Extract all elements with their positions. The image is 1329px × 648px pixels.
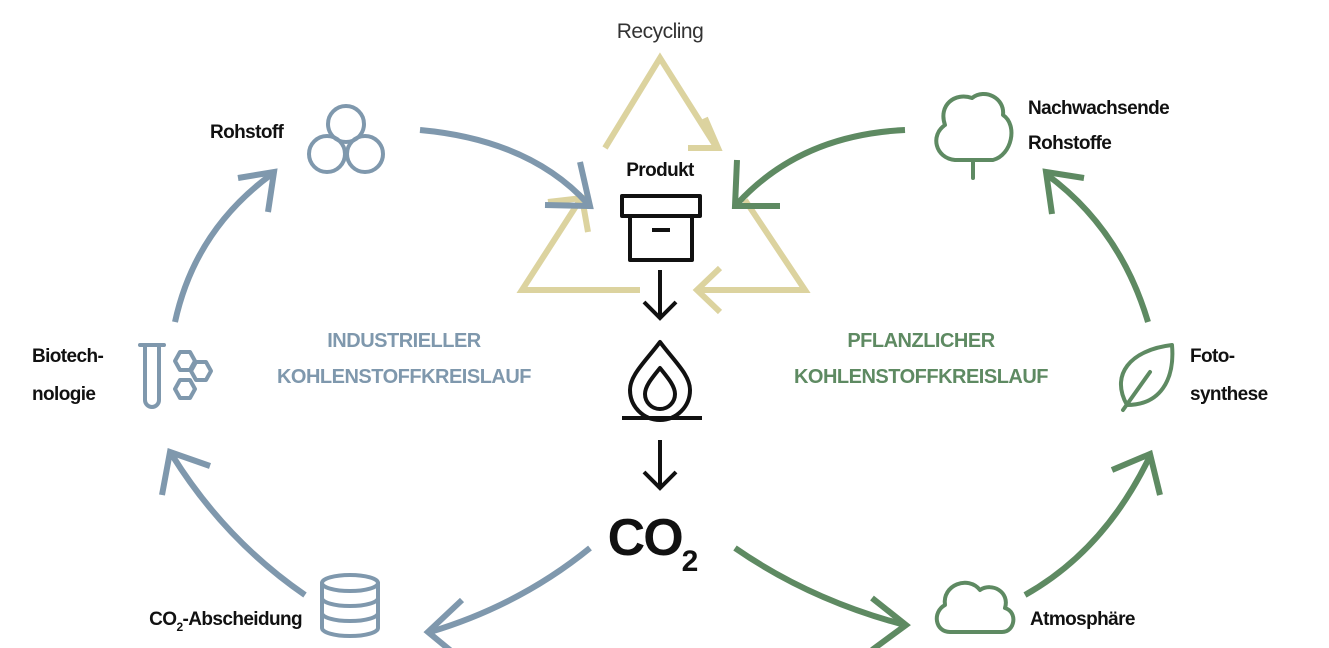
cloud-icon: [934, 580, 1016, 634]
biotech-label: nologie: [32, 384, 95, 405]
plant-cycle-label: KOHLENSTOFFKREISLAUF: [794, 366, 1048, 388]
industrial-cycle-label: KOHLENSTOFFKREISLAUF: [277, 366, 531, 388]
recycling-label: Recycling: [617, 20, 704, 43]
down-arrows: [642, 270, 678, 491]
product-box-icon: [620, 194, 702, 262]
industrial-cycle-label: INDUSTRIELLER: [327, 330, 482, 352]
photosynthesis-label: Foto-: [1190, 346, 1235, 367]
renewables-label: Nachwachsende: [1028, 98, 1169, 119]
atmosphere-label: Atmosphäre: [1030, 609, 1135, 630]
co2-capture-rest: -Abscheidung: [183, 609, 302, 630]
raw-material-icon: [307, 104, 385, 174]
combustion-icon: [622, 340, 702, 422]
industrial-arrows: [159, 127, 594, 648]
co2-capture-sub: 2: [176, 620, 183, 634]
tree-icon: [934, 92, 1014, 180]
co2-sub: 2: [682, 545, 698, 578]
co2-capture-main: CO: [149, 609, 176, 630]
leaf-icon: [1119, 343, 1175, 412]
product-label: Produkt: [626, 160, 695, 181]
photosynthesis-label: synthese: [1190, 384, 1268, 405]
biotech-icon: [138, 343, 213, 409]
co2-capture-label: CO2-Abscheidung: [149, 609, 302, 634]
co2-main: CO: [608, 509, 683, 567]
renewables-label: Rohstoffe: [1028, 133, 1111, 154]
plant-cycle-label: PFLANZLICHER: [847, 330, 995, 352]
plant-arrows: [731, 127, 1163, 648]
recycling-triangle: [516, 52, 811, 315]
database-icon: [320, 573, 380, 638]
co2-label: CO2: [608, 509, 698, 578]
biotech-label: Biotech-: [32, 346, 103, 367]
raw-material-label: Rohstoff: [210, 122, 285, 143]
